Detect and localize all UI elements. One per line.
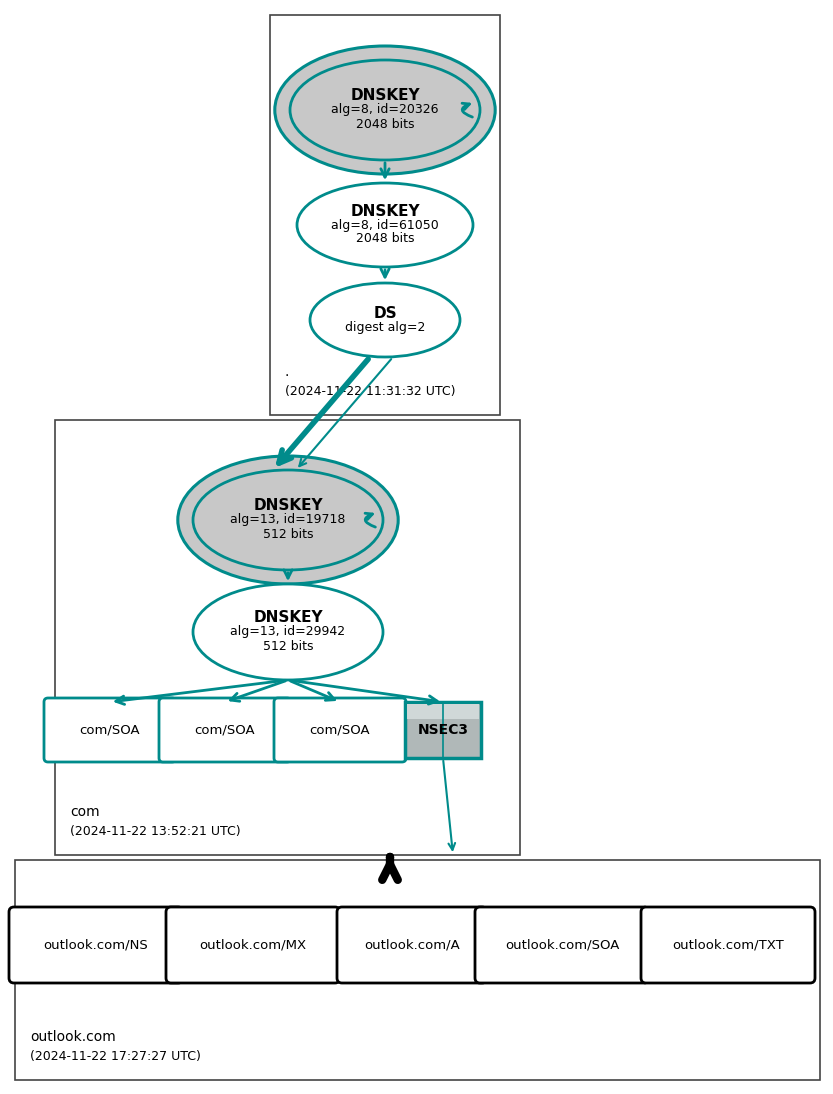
FancyBboxPatch shape [166,907,340,984]
FancyBboxPatch shape [159,698,291,763]
Text: outlook.com/NS: outlook.com/NS [43,939,148,952]
Ellipse shape [297,183,473,267]
Text: alg=13, id=29942: alg=13, id=29942 [231,626,346,639]
Text: 512 bits: 512 bits [262,527,313,540]
Text: digest alg=2: digest alg=2 [345,321,425,334]
Text: com: com [70,805,100,819]
Text: NSEC3: NSEC3 [417,723,468,737]
Text: com/SOA: com/SOA [195,723,255,736]
Bar [407,705,479,720]
Bar [55,420,520,856]
Bar [270,15,500,415]
Ellipse shape [290,60,480,160]
Text: .: . [285,365,289,379]
Text: alg=8, id=61050: alg=8, id=61050 [332,219,439,232]
Ellipse shape [310,283,460,357]
Text: DNSKEY: DNSKEY [350,89,420,104]
Text: DNSKEY: DNSKEY [350,203,420,219]
Bar [15,860,820,1080]
Text: com/SOA: com/SOA [310,723,371,736]
Text: (2024-11-22 13:52:21 UTC): (2024-11-22 13:52:21 UTC) [70,825,241,838]
Text: alg=8, id=20326: alg=8, id=20326 [332,104,439,116]
Text: alg=13, id=19718: alg=13, id=19718 [230,513,346,526]
Text: 2048 bits: 2048 bits [356,233,414,245]
Text: 512 bits: 512 bits [262,640,313,652]
Bar [405,702,481,758]
Text: outlook.com/SOA: outlook.com/SOA [505,939,619,952]
Ellipse shape [177,456,398,584]
Text: DNSKEY: DNSKEY [253,499,323,513]
FancyBboxPatch shape [44,698,176,763]
Text: 2048 bits: 2048 bits [356,117,414,130]
Text: DNSKEY: DNSKEY [253,610,323,626]
Ellipse shape [193,584,383,680]
FancyBboxPatch shape [641,907,815,984]
Text: (2024-11-22 17:27:27 UTC): (2024-11-22 17:27:27 UTC) [30,1050,201,1063]
Text: DS: DS [373,305,397,321]
FancyBboxPatch shape [274,698,406,763]
FancyBboxPatch shape [475,907,649,984]
Ellipse shape [193,470,383,570]
Text: outlook.com/MX: outlook.com/MX [199,939,307,952]
FancyBboxPatch shape [337,907,487,984]
Ellipse shape [275,46,495,174]
FancyBboxPatch shape [9,907,183,984]
Text: outlook.com/A: outlook.com/A [364,939,460,952]
Text: (2024-11-22 11:31:32 UTC): (2024-11-22 11:31:32 UTC) [285,385,456,398]
Text: outlook.com/TXT: outlook.com/TXT [672,939,784,952]
Text: outlook.com: outlook.com [30,1029,116,1044]
Text: com/SOA: com/SOA [80,723,140,736]
